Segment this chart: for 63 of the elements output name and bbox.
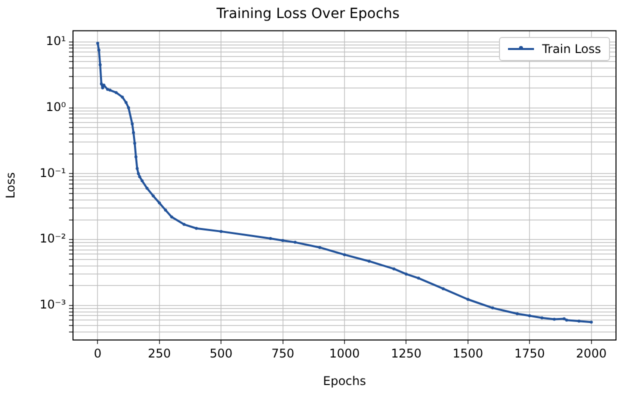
point [368, 260, 371, 263]
x-tick-label: 0 [94, 346, 102, 360]
legend-label: Train Loss [542, 42, 601, 56]
point [108, 88, 112, 92]
x-tick-label: 750 [271, 346, 294, 360]
x-tick-label: 1750 [514, 346, 545, 360]
point [528, 314, 532, 318]
y-tick-label: 10⁻² [40, 232, 66, 246]
point [565, 318, 568, 322]
point [552, 318, 556, 321]
point [158, 201, 161, 204]
point [138, 175, 142, 178]
point [132, 131, 135, 134]
point [194, 226, 198, 230]
point [466, 298, 470, 301]
point [540, 316, 544, 320]
point [590, 320, 593, 324]
point [96, 42, 100, 45]
point [442, 287, 445, 290]
x-tick-label: 1500 [452, 346, 484, 360]
point [133, 142, 136, 145]
y-tick-label: 10⁻¹ [40, 166, 66, 180]
point [164, 208, 168, 212]
point [136, 172, 140, 176]
point [294, 240, 297, 244]
x-tick-label: 2000 [576, 346, 607, 360]
point [281, 238, 284, 242]
point [140, 179, 144, 182]
point [136, 166, 139, 170]
point [98, 63, 102, 66]
point [120, 96, 124, 99]
point [516, 312, 519, 316]
point [562, 317, 566, 320]
point [100, 82, 103, 86]
point [491, 306, 494, 310]
point [182, 222, 186, 226]
x-tick-label: 500 [210, 346, 233, 360]
point [392, 267, 396, 270]
point [97, 48, 100, 52]
point [404, 272, 408, 276]
point [170, 216, 174, 219]
x-tick-label: 1250 [390, 346, 422, 360]
point [417, 276, 420, 280]
y-tick-label: 10⁰ [46, 100, 66, 114]
point [127, 106, 130, 110]
x-tick-label: 250 [148, 346, 171, 360]
point [130, 122, 134, 126]
x-tick-label: 1000 [329, 346, 360, 360]
point [318, 246, 322, 249]
point [146, 186, 149, 190]
y-tick-label: 10⁻³ [40, 298, 66, 312]
point [577, 320, 580, 323]
y-tick-label: 10¹ [46, 34, 66, 48]
point [134, 155, 138, 158]
point [101, 86, 104, 90]
point [343, 253, 346, 256]
point [152, 194, 155, 198]
point [124, 101, 128, 104]
x-axis-title: Epochs [323, 374, 366, 388]
y-axis-title: Loss [3, 172, 18, 199]
chart-title: Training Loss Over Epochs [215, 6, 400, 22]
point [106, 88, 110, 91]
point [114, 91, 118, 94]
